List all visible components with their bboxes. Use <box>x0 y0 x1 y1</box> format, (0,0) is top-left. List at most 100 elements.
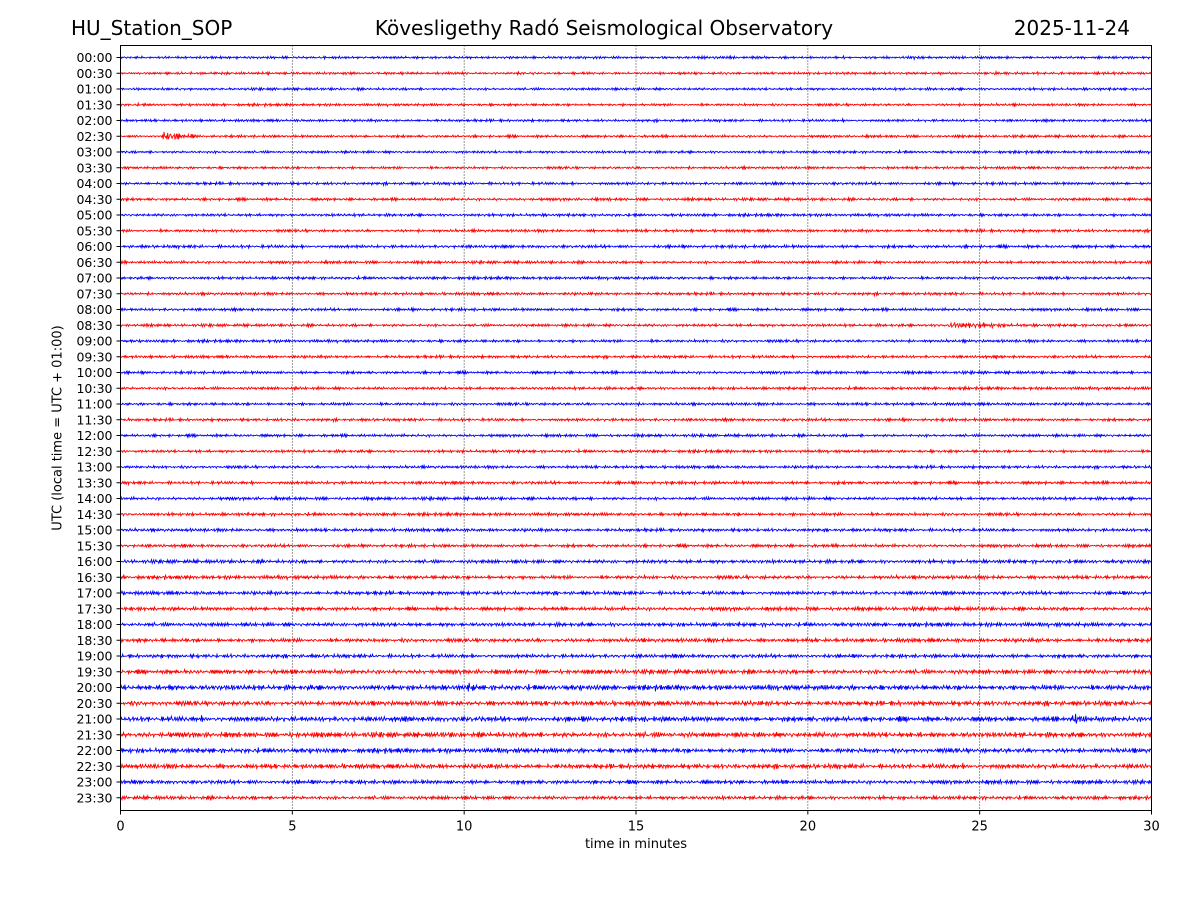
y-tick-label: 02:00 <box>76 113 112 128</box>
trace-1100 <box>120 401 1152 408</box>
trace-0830 <box>120 321 1152 330</box>
y-tick-label: 18:00 <box>76 617 112 632</box>
trace-0330 <box>120 164 1152 171</box>
y-tick-label: 03:30 <box>76 160 112 175</box>
trace-1800 <box>120 620 1152 629</box>
y-tick-label: 16:30 <box>76 570 112 585</box>
y-tick-label: 10:00 <box>76 365 112 380</box>
y-tick-label: 20:30 <box>76 696 112 711</box>
trace-1030 <box>120 384 1152 392</box>
y-tick-label: 02:30 <box>76 129 112 144</box>
y-tick-label: 06:30 <box>76 255 112 270</box>
y-axis-label: UTC (local time = UTC + 01:00) <box>50 325 66 531</box>
x-tick-label: 0 <box>116 820 124 835</box>
trace-1300 <box>120 463 1152 471</box>
x-tick-label: 10 <box>456 820 473 835</box>
trace-1500 <box>120 526 1152 534</box>
trace-1400 <box>120 495 1152 502</box>
y-tick-label: 09:30 <box>76 349 112 364</box>
y-tick-label: 12:30 <box>76 444 112 459</box>
grid-lines <box>291 45 981 811</box>
y-tick-label: 06:00 <box>76 239 112 254</box>
y-tick-label: 00:30 <box>76 66 112 81</box>
trace-0630 <box>120 259 1152 266</box>
trace-0730 <box>120 290 1152 298</box>
trace-0100 <box>120 86 1152 92</box>
y-tick-label: 15:00 <box>76 523 112 538</box>
trace-2330 <box>120 794 1152 802</box>
y-tick-label: 19:30 <box>76 664 112 679</box>
trace-1600 <box>120 557 1152 566</box>
y-tick-label: 08:00 <box>76 302 112 317</box>
x-tick-label: 25 <box>971 820 988 835</box>
y-tick-label: 04:00 <box>76 176 112 191</box>
y-tick-label: 10:30 <box>76 381 112 396</box>
trace-0300 <box>120 148 1152 156</box>
y-tick-label: 07:00 <box>76 271 112 286</box>
y-tick-label: 08:30 <box>76 318 112 333</box>
trace-2130 <box>120 730 1152 739</box>
y-tick-label: 23:00 <box>76 775 112 790</box>
trace-0930 <box>120 353 1152 361</box>
y-tick-label: 14:00 <box>76 491 112 506</box>
trace-1900 <box>120 652 1152 660</box>
trace-1830 <box>120 636 1152 644</box>
chart-title: Kövesligethy Radó Seismological Observat… <box>374 16 834 40</box>
trace-1700 <box>120 589 1152 597</box>
trace-1730 <box>120 605 1152 613</box>
y-tick-label: 00:00 <box>76 50 112 65</box>
y-tick-label: 01:30 <box>76 97 112 112</box>
x-tick-label: 5 <box>288 820 296 835</box>
trace-1330 <box>120 479 1152 487</box>
y-tick-label: 07:30 <box>76 286 112 301</box>
trace-0500 <box>120 212 1152 219</box>
trace-0700 <box>120 274 1152 282</box>
trace-0200 <box>120 116 1152 124</box>
trace-1430 <box>120 510 1152 518</box>
trace-0430 <box>120 196 1152 203</box>
y-tick-label: 01:00 <box>76 82 112 97</box>
x-tick-label: 30 <box>1143 820 1160 835</box>
trace-1530 <box>120 542 1152 550</box>
trace-1230 <box>120 447 1152 455</box>
y-tick-label: 04:30 <box>76 192 112 207</box>
y-tick-label: 19:00 <box>76 649 112 664</box>
trace-2100 <box>120 713 1152 724</box>
trace-1930 <box>120 667 1152 676</box>
y-tick-label: 05:30 <box>76 223 112 238</box>
trace-2030 <box>120 699 1152 708</box>
y-tick-label: 13:00 <box>76 460 112 475</box>
trace-1000 <box>120 369 1152 376</box>
trace-0600 <box>120 243 1152 250</box>
trace-1130 <box>120 416 1152 424</box>
y-tick-label: 18:30 <box>76 633 112 648</box>
y-tick-label: 22:00 <box>76 743 112 758</box>
station-name: HU_Station_SOP <box>71 16 233 40</box>
trace-0530 <box>120 227 1152 235</box>
y-tick-label: 09:00 <box>76 334 112 349</box>
trace-1630 <box>120 573 1152 582</box>
trace-2000 <box>120 682 1152 692</box>
y-tick-label: 17:00 <box>76 586 112 601</box>
x-axis-ticks: 0 5 10 15 20 25 30 <box>116 810 1160 835</box>
trace-2300 <box>120 778 1152 786</box>
y-tick-label: 13:30 <box>76 475 112 490</box>
y-tick-label: 23:30 <box>76 790 112 805</box>
y-tick-label: 11:00 <box>76 397 112 412</box>
y-tick-label: 03:00 <box>76 145 112 160</box>
trace-2200 <box>120 746 1152 755</box>
y-tick-label: 11:30 <box>76 412 112 427</box>
y-tick-label: 05:00 <box>76 208 112 223</box>
x-tick-label: 20 <box>800 820 817 835</box>
x-tick-label: 15 <box>628 820 645 835</box>
trace-0800 <box>120 306 1152 313</box>
y-tick-label: 20:00 <box>76 680 112 695</box>
y-tick-label: 21:00 <box>76 712 112 727</box>
trace-0030 <box>120 69 1152 77</box>
trace-0400 <box>120 180 1152 188</box>
y-tick-label: 16:00 <box>76 554 112 569</box>
trace-0230 <box>120 131 1152 140</box>
chart-date: 2025-11-24 <box>1013 16 1130 40</box>
trace-1200 <box>120 432 1152 439</box>
